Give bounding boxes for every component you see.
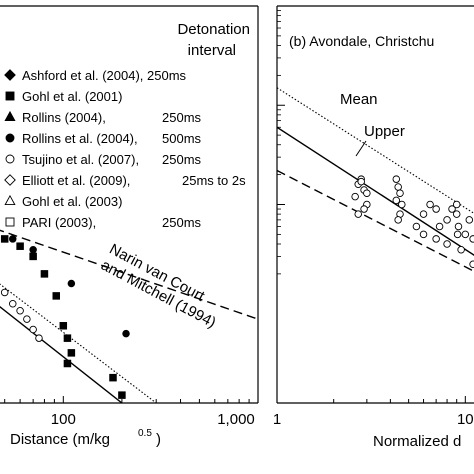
- data-point-circle: [357, 177, 365, 186]
- data-point-diamond: [4, 174, 16, 186]
- legend-label: Ashford et al. (2004), 250ms: [22, 68, 187, 83]
- right-panel: 1 10 Normalized d (b) Avondale, Christchu Me…: [273, 5, 474, 450]
- data-point-circle: [392, 175, 401, 183]
- x-tick-label: 1,000: [217, 411, 255, 428]
- data-point-circle: [9, 235, 17, 243]
- data-point-circle: [363, 189, 371, 197]
- x-tick-label: 1: [273, 411, 281, 428]
- data-point-circle: [457, 246, 465, 254]
- data-point-circle: [419, 210, 428, 218]
- data-point-square: [5, 217, 15, 227]
- data-point-circle: [412, 222, 421, 231]
- data-point-circle: [35, 334, 43, 342]
- data-point-circle: [394, 216, 402, 224]
- data-point-circle: [360, 205, 368, 213]
- legend-interval: 25ms to 2s: [182, 173, 246, 188]
- data-point-square: [109, 373, 117, 382]
- legend-label: Elliott et al. (2009),: [22, 173, 130, 188]
- legend-label: Gohl et al. (2001): [22, 89, 122, 104]
- data-point-circle: [67, 279, 76, 288]
- data-point-circle: [452, 210, 461, 218]
- data-point-square: [118, 391, 126, 399]
- legend-label: Tsujino et al. (2007),: [22, 152, 139, 167]
- left-panel: 100 1,000 Distance (m/kg 0.5) Narin van Cour…: [0, 5, 259, 448]
- left-data-points: [0, 235, 130, 399]
- data-point-square: [40, 270, 49, 278]
- legend-label: Rollins et al. (2004),: [22, 131, 138, 146]
- data-point-circle: [9, 300, 17, 308]
- x-axis-label: Distance (m/kg: [10, 431, 110, 448]
- legend-title-line-1: Detonation: [177, 21, 250, 38]
- data-point-square: [0, 235, 9, 243]
- fit-line-solid: [277, 126, 474, 256]
- upper-label-leader: [355, 140, 367, 157]
- x-axis-label-close: ): [156, 431, 161, 448]
- data-point-circle: [426, 200, 434, 209]
- data-point-circle: [351, 192, 359, 201]
- x-tick-label: 10: [457, 411, 474, 428]
- legend-interval: 250ms: [162, 110, 202, 125]
- data-point-triangle: [4, 110, 16, 122]
- data-point-circle: [469, 260, 474, 269]
- data-point-circle: [396, 189, 404, 197]
- x-tick-label: 100: [51, 411, 76, 428]
- data-point-circle: [23, 315, 31, 323]
- data-point-circle: [398, 200, 406, 209]
- data-point-circle: [443, 240, 451, 248]
- right-data-points: [351, 175, 474, 269]
- data-point-circle: [452, 200, 461, 209]
- data-point-square: [29, 252, 37, 261]
- data-point-square: [67, 349, 76, 357]
- data-point-diamond: [4, 69, 16, 81]
- data-point-circle: [465, 216, 474, 224]
- data-point-circle: [5, 133, 15, 143]
- legend-title-line-2: interval: [188, 42, 236, 59]
- data-point-circle: [392, 196, 401, 205]
- data-point-circle: [453, 230, 462, 239]
- data-point-square: [63, 359, 72, 368]
- data-point-circle: [394, 183, 402, 191]
- data-point-square: [52, 292, 61, 300]
- fit-line-dashed: [277, 169, 474, 273]
- legend-interval: 250ms: [162, 152, 202, 167]
- data-point-square: [5, 91, 15, 101]
- data-point-circle: [16, 307, 24, 315]
- data-point-circle: [5, 154, 15, 164]
- legend-label: Rollins (2004),: [22, 110, 106, 125]
- legend-label: Gohl et al. (2003): [22, 194, 122, 209]
- data-point-circle: [29, 246, 37, 254]
- data-point-circle: [432, 205, 440, 213]
- fit-line-dashed: [0, 229, 258, 320]
- data-point-circle: [354, 210, 362, 218]
- x-axis-label: Normalized d: [373, 433, 461, 450]
- x-axis-label-exponent: 0.5: [138, 428, 152, 439]
- data-point-circle: [0, 288, 9, 297]
- panel-title: (b) Avondale, Christchu: [289, 33, 434, 49]
- data-point-square: [63, 334, 72, 342]
- data-point-circle: [454, 222, 463, 231]
- data-point-square: [16, 242, 24, 250]
- data-point-circle: [443, 216, 451, 224]
- data-point-circle: [122, 329, 130, 338]
- data-point-circle: [432, 235, 440, 243]
- data-point-circle: [469, 235, 474, 243]
- data-point-circle: [461, 230, 470, 239]
- data-point-square: [59, 322, 68, 330]
- data-point-circle: [419, 230, 428, 239]
- line-label-upper: Upper: [364, 123, 405, 140]
- legend-interval: 250ms: [162, 215, 202, 230]
- data-point-circle: [435, 222, 444, 231]
- legend-interval: 500ms: [162, 131, 202, 146]
- data-point-circle: [29, 325, 37, 334]
- legend-label: PARI (2003),: [22, 215, 96, 230]
- data-point-circle: [448, 205, 456, 213]
- line-label-mean: Mean: [340, 91, 378, 108]
- data-point-triangle: [4, 194, 16, 206]
